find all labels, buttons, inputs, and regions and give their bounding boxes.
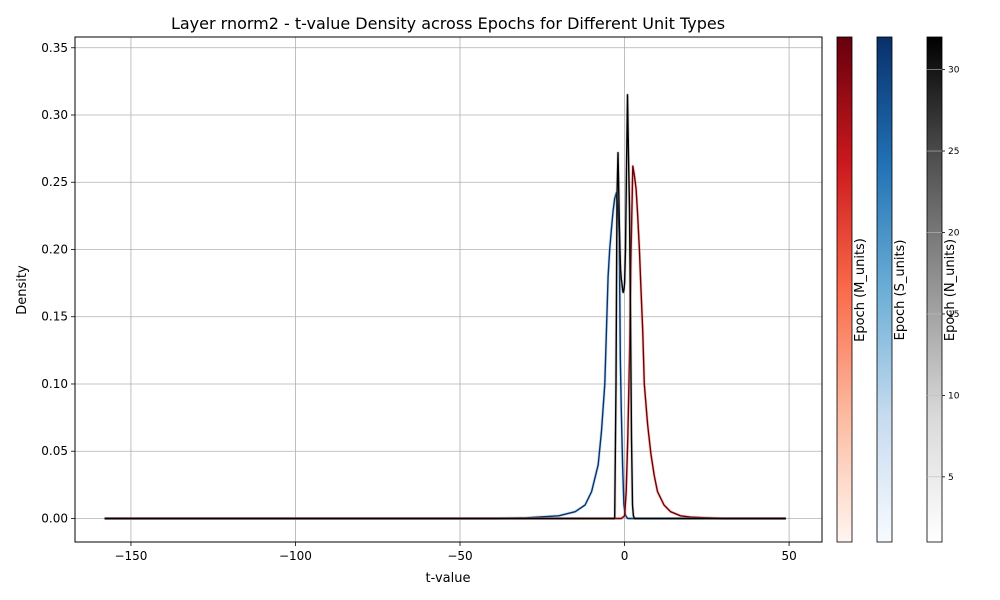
series-line-M_units: [104, 165, 786, 520]
series-line-N_units: [104, 94, 786, 520]
axes-frame: [74, 36, 823, 543]
grid: [75, 37, 822, 542]
y-tick-label: 0.20: [41, 242, 68, 256]
y-axis-label: Density: [15, 265, 30, 315]
colorbar-label: Epoch (M_units): [853, 238, 868, 342]
colorbar-1: [836, 36, 853, 543]
colorbar-label: Epoch (S_units): [893, 240, 908, 341]
colorbar-tick-label: 25: [948, 147, 959, 157]
colorbar-label: Epoch (N_units): [943, 239, 958, 341]
y-tick-label: 0.05: [41, 444, 68, 458]
colorbar-tick-label: 20: [948, 228, 960, 238]
colorbar-tick-label: 30: [948, 66, 960, 76]
x-axis-label: t-value: [426, 571, 471, 586]
x-tick-label: 50: [781, 549, 796, 563]
series-line-S_units: [104, 192, 786, 520]
colorbar-tick-label: 5: [948, 473, 954, 483]
y-tick-label: 0.30: [41, 108, 68, 122]
y-tick-label: 0.35: [41, 41, 68, 55]
series-spread-M_units: [104, 164, 786, 520]
x-tick-label: −100: [279, 549, 312, 563]
x-tick-label: −150: [114, 549, 147, 563]
colorbar-tick-label: 15: [948, 310, 959, 320]
y-tick-label: 0.25: [41, 175, 68, 189]
y-tick-label: 0.00: [41, 511, 68, 525]
x-tick-label: −50: [447, 549, 472, 563]
series-spread-N_units: [104, 93, 786, 520]
chart-title: Layer rnorm2 - t-value Density across Ep…: [171, 14, 725, 33]
colorbar-tick-label: 10: [948, 391, 960, 401]
x-tick-label: 0: [621, 549, 629, 563]
plot-area: [104, 93, 786, 520]
colorbar-3: [926, 36, 943, 543]
series-spread-S_units: [104, 191, 786, 520]
axis-ticks: −150 −100 −50 0 50 0.00 0.05 0.10 0.15 0.20 0.25 0.…: [41, 41, 796, 563]
colorbars: Epoch (M_units) Epoch (S_units) Epoch (N_u…: [836, 36, 960, 543]
y-tick-label: 0.10: [41, 377, 68, 391]
y-tick-label: 0.15: [41, 310, 68, 324]
colorbar-2: [876, 36, 893, 543]
